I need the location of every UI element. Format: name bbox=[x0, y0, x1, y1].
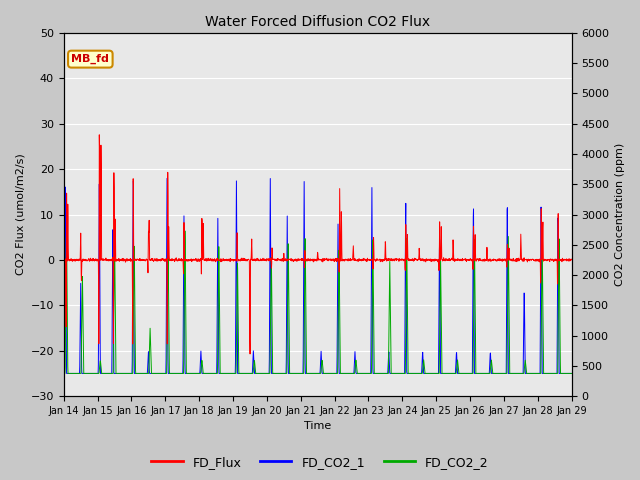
Text: MB_fd: MB_fd bbox=[72, 54, 109, 64]
Y-axis label: CO2 Concentration (ppm): CO2 Concentration (ppm) bbox=[615, 143, 625, 286]
Legend: FD_Flux, FD_CO2_1, FD_CO2_2: FD_Flux, FD_CO2_1, FD_CO2_2 bbox=[147, 451, 493, 474]
X-axis label: Time: Time bbox=[304, 421, 332, 432]
Title: Water Forced Diffusion CO2 Flux: Water Forced Diffusion CO2 Flux bbox=[205, 15, 430, 29]
Y-axis label: CO2 Flux (umol/m2/s): CO2 Flux (umol/m2/s) bbox=[15, 154, 25, 276]
